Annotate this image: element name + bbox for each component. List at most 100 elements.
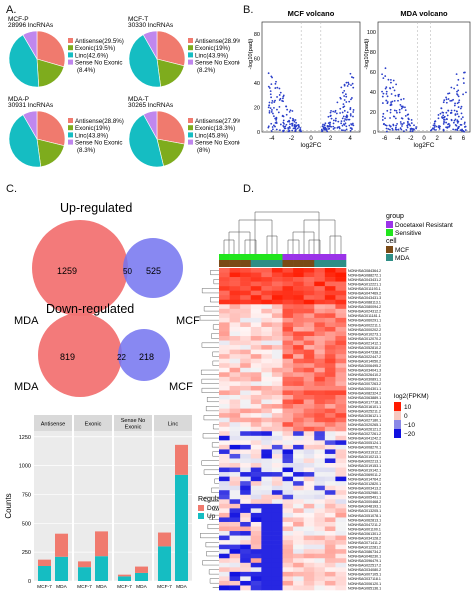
volcano-point-1	[437, 117, 440, 120]
volcano-point-0	[289, 117, 292, 119]
heatmap-cell	[293, 531, 304, 536]
bar-down-0-1	[55, 533, 68, 557]
heatmap-row-label: NONHSAG022517.2	[348, 564, 381, 568]
volcano-point-0	[350, 97, 353, 99]
heatmap-cell	[282, 385, 294, 391]
volcano-point-1	[456, 102, 459, 105]
row-dendrogram	[211, 487, 219, 493]
heatmap-cell	[250, 404, 262, 409]
heatmap-cell	[303, 553, 315, 559]
heatmap-cell	[250, 413, 262, 418]
heatmap-cell	[219, 521, 230, 527]
heatmap-cell	[240, 313, 252, 319]
volcano-point-0	[342, 106, 345, 109]
bar-up-0-1	[55, 556, 68, 581]
cell-annotation-cell	[314, 260, 326, 267]
volcano-point-1	[392, 123, 395, 126]
volcano-xtick-1: 6	[462, 136, 466, 142]
heatmap-cell	[324, 349, 336, 355]
heatmap-cell	[240, 304, 252, 310]
volcano-point-0	[268, 111, 271, 114]
heatmap-cell	[335, 367, 347, 373]
heatmap-row-label: NONHSAG082324.2	[348, 391, 381, 395]
heatmap-cell	[324, 345, 336, 350]
heatmap-cell	[229, 481, 241, 486]
volcano-point-1	[381, 95, 384, 98]
heatmap-cell	[250, 326, 262, 332]
heatmap-cell	[240, 381, 252, 387]
heatmap-cell	[282, 322, 294, 328]
heatmap-cell	[335, 372, 347, 378]
bar-xtick: MDA	[176, 584, 187, 590]
heatmap-cell	[282, 540, 294, 545]
heatmap-cell	[250, 558, 262, 564]
volcano-point-1	[456, 110, 458, 113]
heatmap-cell	[229, 453, 241, 459]
heatmap-row-label: NONHSAG013205.1	[348, 509, 381, 513]
heatmap-cell	[219, 367, 230, 373]
heatmap-cell	[219, 408, 230, 414]
heatmap-cell	[219, 503, 230, 509]
heatmap-cell	[293, 453, 304, 459]
heatmap-cell	[314, 286, 326, 291]
heatmap-cell	[303, 268, 315, 273]
heatmap-cell	[261, 472, 273, 477]
heatmap-cell	[314, 458, 326, 464]
volcano-point-0	[274, 87, 277, 89]
pie-slice-0-3	[22, 30, 38, 61]
heatmap-cell	[303, 562, 315, 568]
volcano-point-0	[271, 128, 274, 131]
heatmap-cell	[335, 354, 347, 360]
heatmap-cell	[282, 390, 294, 396]
heatmap-cell	[240, 540, 252, 545]
volcano-point-0	[352, 76, 355, 79]
heatmap-cell	[271, 431, 283, 437]
volcano-point-1	[456, 84, 459, 87]
row-dendrogram	[212, 324, 219, 330]
heatmap-cell	[324, 521, 336, 527]
heatmap-cell	[261, 567, 273, 573]
heatmap-cell	[250, 521, 262, 527]
volcano-point-0	[350, 123, 352, 125]
volcano-point-0	[281, 97, 284, 100]
heatmap-cell	[282, 444, 294, 450]
heatmap-cell	[335, 394, 347, 400]
volcano-point-1	[393, 109, 396, 112]
heatmap-cell	[261, 458, 273, 464]
heatmap-row-label: NONHSAG034041.3	[348, 369, 381, 373]
heatmap-cell	[229, 503, 241, 509]
volcano-point-0	[283, 122, 285, 125]
heatmap-cell	[261, 508, 273, 514]
volcano-point-0	[338, 127, 341, 130]
heatmap-cell	[240, 499, 252, 505]
row-dendrogram	[208, 569, 219, 575]
volcano-point-1	[384, 117, 386, 120]
heatmap-cell	[271, 562, 283, 568]
volcano-point-0	[329, 125, 331, 128]
volcano-frame-1	[377, 21, 471, 133]
volcano-point-1	[445, 98, 448, 101]
volcano-point-0	[327, 125, 330, 128]
heatmap-cell	[303, 540, 315, 545]
volcano-point-1	[395, 83, 398, 86]
heatmap-cell	[293, 458, 304, 464]
heatmap-cell	[250, 431, 262, 437]
heatmap-row-label: NONHSAG012820.1	[348, 482, 381, 486]
volcano-point-0	[289, 123, 291, 126]
heatmap-cell	[261, 313, 273, 319]
volcano-point-1	[381, 73, 383, 76]
heatmap-row-label: NONHSAG031912.2	[348, 450, 381, 454]
volcano-point-1	[453, 109, 456, 112]
volcano-point-0	[324, 122, 327, 125]
volcano-point-1	[393, 115, 396, 118]
heatmap-cell	[219, 435, 230, 441]
heatmap-cell	[250, 580, 262, 586]
row-dendrogram	[210, 270, 219, 276]
heatmap-cell	[240, 531, 252, 536]
heatmap-cell	[293, 449, 304, 455]
volcano-point-0	[270, 111, 273, 113]
volcano-point-1	[456, 90, 458, 93]
bar-xtick: MDA	[136, 584, 147, 590]
heatmap-cell	[229, 326, 241, 332]
heatmap-cell	[271, 467, 283, 473]
